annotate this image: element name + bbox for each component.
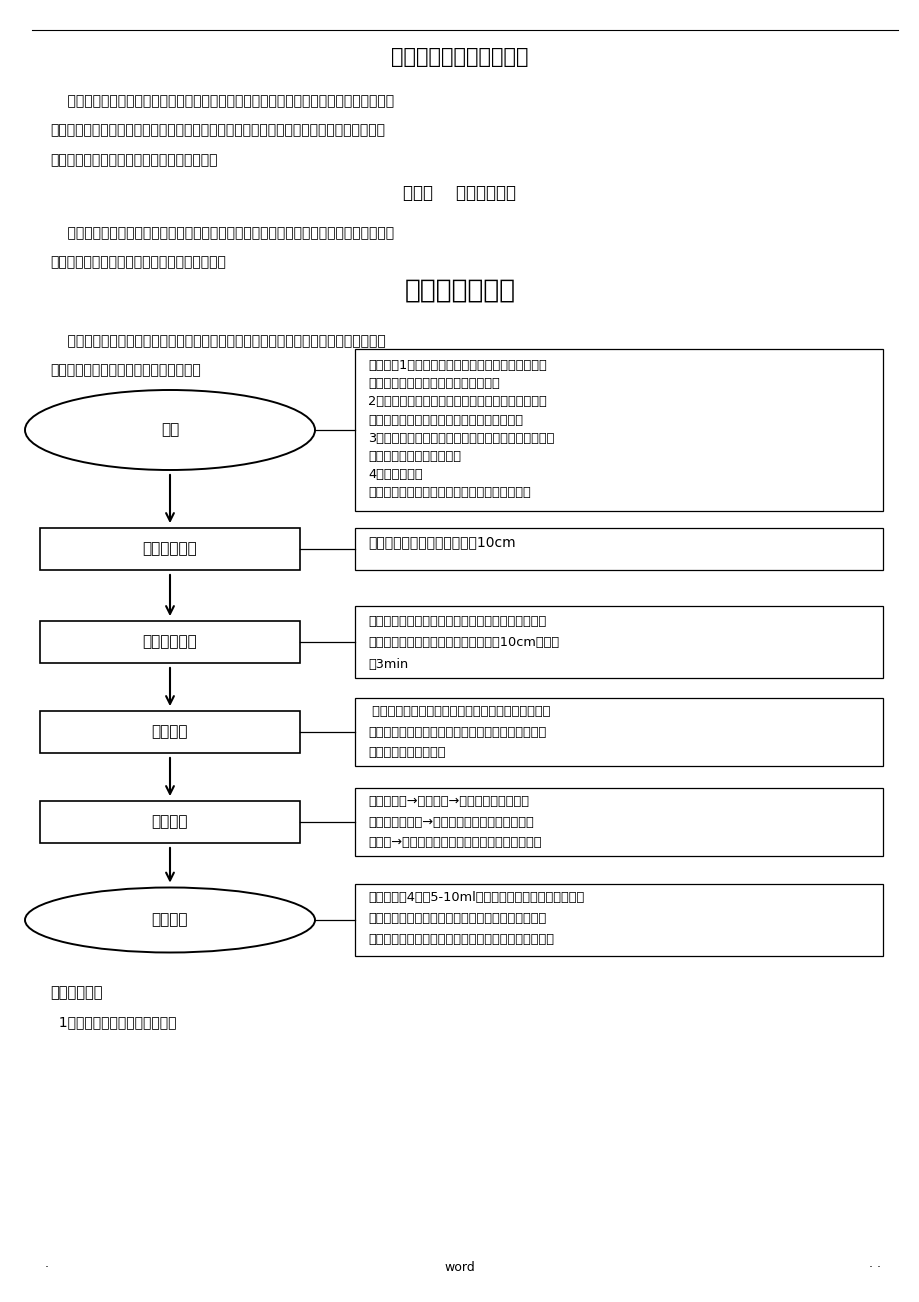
- Text: 取消毒液剠4ｕ前5-10ml，按六部洗手法用力充分搜揉双: 取消毒液剠4ｕ前5-10ml，按六部洗手法用力充分搜揉双: [368, 891, 584, 904]
- Bar: [355, 698, 882, 766]
- Text: 跟上的医学发展的步伐，更好地为病人服务。: 跟上的医学发展的步伐，更好地为病人服务。: [50, 154, 217, 167]
- Text: 取无菌毛巾→擦干双手→将毛巾对折成三角形: 取无菌毛巾→擦干双手→将毛巾对折成三角形: [368, 796, 528, 809]
- Bar: [355, 529, 882, 570]
- Bar: [355, 605, 882, 678]
- Text: 操作者：1、着洗手衣裤，最好脱去本人衣衫，如未: 操作者：1、着洗手衣裤，最好脱去本人衣衫，如未: [368, 359, 546, 372]
- Text: 臂至肘部方向淋下，手不要放在最低位，避免臂部的: 臂至肘部方向淋下，手不要放在最低位，避免臂部的: [368, 725, 546, 738]
- Text: 部擦干→换三角毛巾另一面，同法擦干另一侧手臂: 部擦干→换三角毛巾另一面，同法擦干另一侧手臂: [368, 836, 541, 849]
- Text: 脱者，衣袖应卷入洗手衣内，不可外露: 脱者，衣袖应卷入洗手衣内，不可外露: [368, 378, 499, 391]
- Text: 2、戴口罩、帽子，头发、口鼻不外露。轻度上呼吸: 2、戴口罩、帽子，头发、口鼻不外露。轻度上呼吸: [368, 396, 546, 409]
- Text: 用清水冲洗双手、前臂、肘上10cm: 用清水冲洗双手、前臂、肘上10cm: [368, 535, 515, 549]
- Text: 所谓外科刷手是指手术人员通过刷洗和化学药物作用以祈除并杀灭手部皮肤表面上的油: 所谓外科刷手是指手术人员通过刷洗和化学药物作用以祈除并杀灭手部皮肤表面上的油: [50, 335, 385, 348]
- Text: · ·: · ·: [868, 1262, 880, 1273]
- Text: 擦干手臂: 擦干手臂: [152, 815, 188, 829]
- Text: 1、认真、仔细按流程进行洗手: 1、认真、仔细按流程进行洗手: [50, 1016, 176, 1029]
- Text: 搭在一侧手背面→另一只手握两角顺势向上至肘: 搭在一侧手背面→另一只手握两角顺势向上至肘: [368, 815, 533, 828]
- Text: 用物：无菌洗手毛巾、肜液、消毒洗手液、时钟: 用物：无菌洗手毛巾、肜液、消毒洗手液、时钟: [368, 487, 530, 500]
- Text: 环节之一，因此，做好无菌技术操作十分必要。: 环节之一，因此，做好无菌技术操作十分必要。: [50, 255, 226, 270]
- Text: 用流动水冲去泡沫。冲洗时，双手抬高，让水由手、: 用流动水冲去泡沫。冲洗时，双手抬高，让水由手、: [368, 704, 550, 717]
- Text: 双手接取适量肜液均匀涂抑于双手和手臂上，按六部: 双手接取适量肜液均匀涂抑于双手和手臂上，按六部: [368, 615, 546, 628]
- Text: 约3min: 约3min: [368, 658, 408, 671]
- Text: 手术室护理工作具有很强的专业性，日常工作中离不开各项基本护理技能操作，手术室护: 手术室护理工作具有很强的专业性，日常工作中离不开各项基本护理技能操作，手术室护: [50, 94, 393, 108]
- Text: 外科手洗手流程: 外科手洗手流程: [404, 279, 515, 303]
- Bar: [355, 349, 882, 510]
- Text: 3、剪短指甲（水平观指腹不露指甲为度）去除饰物，: 3、剪短指甲（水平观指腹不露指甲为度）去除饰物，: [368, 432, 554, 445]
- Bar: [355, 788, 882, 855]
- Text: word: word: [444, 1262, 475, 1273]
- Text: 消毒手臂: 消毒手臂: [152, 913, 188, 927]
- Bar: [40, 801, 300, 842]
- Text: 初步清洁手臂: 初步清洁手臂: [142, 542, 198, 556]
- Text: 道感染者戴双层口罩，严重者不可参加手术。: 道感染者戴双层口罩，严重者不可参加手术。: [368, 414, 522, 427]
- Text: 水流向手部，造成污染: 水流向手部，造成污染: [368, 746, 445, 759]
- Text: 手术室基本技能操作流程: 手术室基本技能操作流程: [391, 47, 528, 66]
- Text: 无菌技术是外科治疗的基本原则，是手术室护士的基本护理操作，是预防手术感染的关键: 无菌技术是外科治疗的基本原则，是手术室护士的基本护理操作，是预防手术感染的关键: [50, 227, 393, 240]
- Bar: [355, 884, 882, 956]
- Bar: [40, 711, 300, 753]
- Text: 垄和附着的细菌，而达到消毒手的目的。: 垄和附着的细菌，而达到消毒手的目的。: [50, 363, 200, 378]
- Text: 一、工作目标: 一、工作目标: [50, 986, 102, 1000]
- Text: 第一节    手术无菌技术: 第一节 手术无菌技术: [403, 184, 516, 202]
- Text: 双手及前臂无痖肿和破损。: 双手及前臂无痖肿和破损。: [368, 450, 460, 464]
- Bar: [40, 621, 300, 663]
- Text: 洗手法洗手，前臂上臂交叉搜洗至肘上10cm。时间: 洗手法洗手，前臂上臂交叉搜洗至肘上10cm。时间: [368, 637, 559, 650]
- Text: 手掌、手臂、肘部至干燥，双手合拢，至于胸前，肘: 手掌、手臂、肘部至干燥，双手合拢，至于胸前，肘: [368, 911, 546, 924]
- Text: 士的培训应该着手于基础，只有牞固地掌握各项基本操作技能，才能熟练地配合各类手术，: 士的培训应该着手于基础，只有牞固地掌握各项基本操作技能，才能熟练地配合各类手术，: [50, 124, 384, 138]
- Text: ·: ·: [45, 1262, 49, 1273]
- Text: 部抬高外展，远离身体，迅速进入手术间，避免污染。: 部抬高外展，远离身体，迅速进入手术间，避免污染。: [368, 934, 553, 947]
- Text: 冲洗手臂: 冲洗手臂: [152, 724, 188, 740]
- Text: 彻底清洁手臂: 彻底清洁手臂: [142, 634, 198, 650]
- Bar: [40, 529, 300, 570]
- Text: 准备: 准备: [161, 423, 179, 437]
- Text: 4、评估环境。: 4、评估环境。: [368, 469, 422, 482]
